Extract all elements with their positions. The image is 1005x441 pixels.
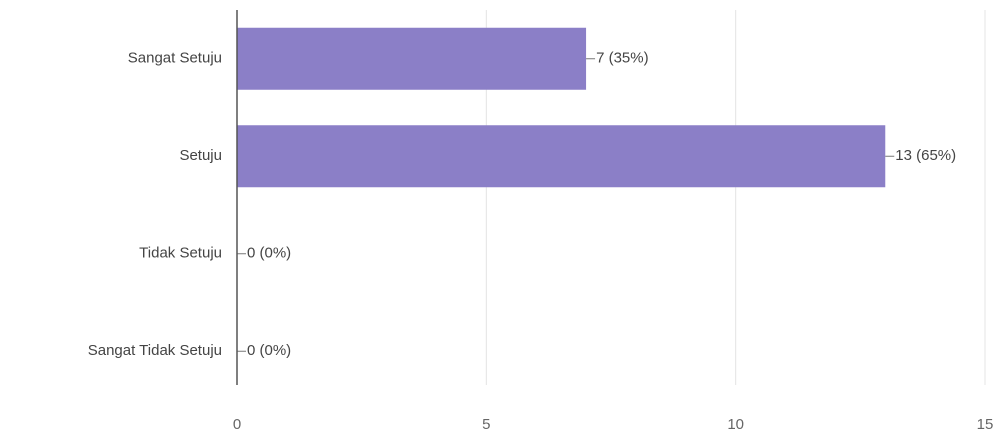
data-label: 0 (0%) xyxy=(247,342,291,359)
data-label: 0 (0%) xyxy=(247,245,291,262)
y-tick-label: Tidak Setuju xyxy=(139,245,222,262)
data-label: 7 (35%) xyxy=(596,50,649,67)
data-label: 13 (65%) xyxy=(895,147,956,164)
y-tick-label: Sangat Setuju xyxy=(128,50,222,67)
y-tick-label: Sangat Tidak Setuju xyxy=(88,342,222,359)
bar xyxy=(237,27,587,90)
x-tick-label: 0 xyxy=(233,416,241,433)
y-tick-label: Setuju xyxy=(179,147,222,164)
bar xyxy=(237,125,886,188)
x-tick-label: 5 xyxy=(482,416,490,433)
x-tick-label: 10 xyxy=(727,416,744,433)
x-tick-label: 15 xyxy=(977,416,994,433)
